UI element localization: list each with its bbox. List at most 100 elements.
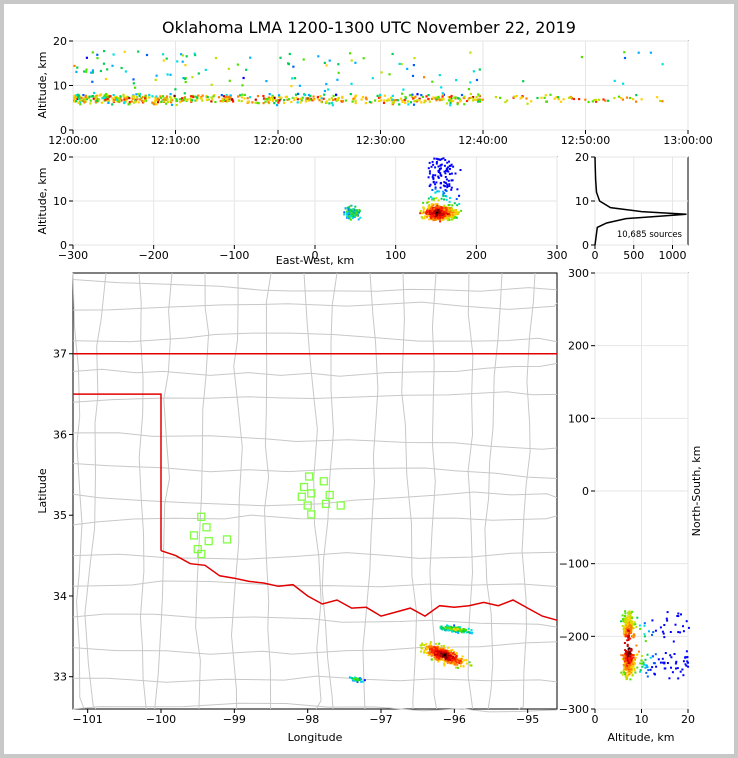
east-west-mark xyxy=(351,213,354,216)
time-altitude-mark xyxy=(623,51,626,54)
time-altitude-mark xyxy=(194,95,197,98)
north-south-mark xyxy=(631,665,634,668)
north-south-mark xyxy=(628,630,631,633)
map-ylabel: Latitude xyxy=(36,468,49,514)
north-south-mark xyxy=(628,657,631,659)
north-south-x-tick-label: 20 xyxy=(681,713,695,726)
time-altitude-mark xyxy=(328,98,331,101)
east-west-mark xyxy=(455,198,458,200)
east-west-mark xyxy=(435,181,438,184)
north-south-mark xyxy=(679,670,682,673)
time-altitude-mark xyxy=(423,101,426,104)
east-west-mark xyxy=(451,218,454,220)
map-lightning-mark xyxy=(465,629,467,632)
map-lightning-mark xyxy=(463,659,465,662)
east-west-mark xyxy=(432,174,435,177)
map-lightning-mark xyxy=(360,680,363,683)
north-south-mark xyxy=(631,657,633,660)
north-south-mark xyxy=(651,666,654,669)
histogram-xticks: 0 500 1000 xyxy=(592,245,687,262)
time-altitude-mark xyxy=(418,97,421,100)
east-west-mark xyxy=(440,197,443,200)
north-south-mark xyxy=(635,625,638,628)
time-altitude-mark xyxy=(382,101,386,104)
time-altitude-mark xyxy=(79,101,82,104)
time-altitude-mark xyxy=(243,97,246,100)
time-altitude-mark xyxy=(441,95,444,98)
county-border xyxy=(138,272,147,710)
map-lightning-mark xyxy=(432,653,435,656)
east-west-mark xyxy=(440,167,442,170)
time-altitude-mark xyxy=(122,95,125,98)
east-west-mark xyxy=(437,175,440,178)
north-south-mark xyxy=(630,629,633,632)
east-west-mark xyxy=(456,188,459,191)
east-west-mark xyxy=(449,197,451,199)
east-west-x-tick-label: 0 xyxy=(312,249,319,262)
time-altitude-mark xyxy=(211,98,214,101)
time-altitude-mark xyxy=(316,97,320,100)
time-altitude-mark xyxy=(194,54,197,57)
map-lightning-mark xyxy=(455,666,457,669)
time-altitude-mark xyxy=(192,96,195,99)
time-altitude-mark xyxy=(210,100,213,103)
time-altitude-mark xyxy=(519,97,522,100)
east-west-mark xyxy=(430,216,432,219)
time-altitude-mark xyxy=(410,96,414,99)
time-altitude-mark xyxy=(404,95,407,99)
time-altitude-mark xyxy=(353,96,357,99)
east-west-mark xyxy=(434,166,437,169)
east-west-mark xyxy=(351,217,354,220)
time-altitude-mark xyxy=(134,98,137,101)
time-altitude-mark xyxy=(452,100,455,103)
north-south-mark xyxy=(626,674,629,677)
map-lightning-mark xyxy=(430,652,433,655)
time-altitude-mark xyxy=(88,96,91,99)
time-altitude-mark xyxy=(186,98,189,101)
time-altitude-mark xyxy=(388,99,391,102)
time-altitude-mark xyxy=(469,92,472,96)
north-south-mark xyxy=(630,622,632,625)
east-west-mark xyxy=(356,210,359,213)
time-altitude-mark xyxy=(166,100,169,104)
north-south-mark xyxy=(622,628,625,631)
north-south-mark xyxy=(636,666,639,669)
time-altitude-y-tick-label: 10 xyxy=(53,80,67,93)
time-altitude-mark xyxy=(625,96,629,99)
north-south-yticks: −300 −200 −100 0 100 200 300 xyxy=(559,267,595,716)
east-west-mark xyxy=(432,199,435,202)
time-altitude-mark xyxy=(122,93,125,96)
east-west-mark xyxy=(448,212,451,215)
time-altitude-mark xyxy=(530,100,533,103)
time-altitude-mark xyxy=(197,94,200,97)
time-altitude-mark xyxy=(190,95,193,98)
map-lightning-mark xyxy=(425,651,428,654)
map-lightning-mark xyxy=(451,626,454,629)
map-lightning-mark xyxy=(468,631,471,634)
map-lightning-mark xyxy=(455,652,458,655)
time-altitude-mark xyxy=(570,96,573,99)
east-west-mark xyxy=(430,209,433,212)
lma-station-marker xyxy=(336,501,345,510)
north-south-mark xyxy=(681,668,684,671)
time-altitude-mark xyxy=(331,104,334,107)
map-lightning-mark xyxy=(351,678,354,681)
time-altitude-mark xyxy=(413,100,416,103)
time-altitude-mark xyxy=(91,51,94,54)
lma-station-marker xyxy=(204,536,213,546)
north-south-mark xyxy=(625,668,628,671)
time-altitude-mark xyxy=(341,99,344,103)
north-south-xlabel: Altitude, km xyxy=(607,731,674,744)
north-south-y-tick-label: −100 xyxy=(559,558,589,571)
east-west-mark xyxy=(422,210,425,212)
east-west-mark xyxy=(348,217,350,220)
north-south-y-tick-label: 300 xyxy=(568,267,589,280)
map-lightning-mark xyxy=(420,644,423,646)
east-west-mark xyxy=(445,167,448,170)
time-altitude-mark xyxy=(84,95,87,99)
north-south-mark xyxy=(670,666,672,669)
east-west-mark xyxy=(428,218,431,221)
east-west-mark xyxy=(445,211,448,214)
east-west-mark xyxy=(431,175,434,178)
east-west-mark xyxy=(450,207,453,210)
